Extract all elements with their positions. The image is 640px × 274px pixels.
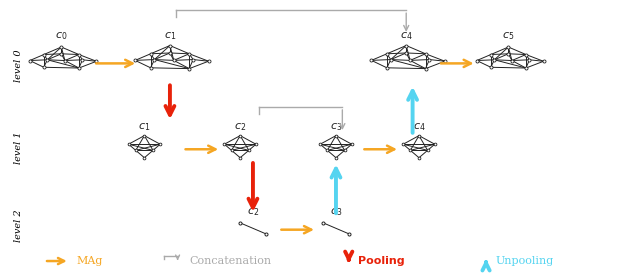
Text: $c_4$: $c_4$ [400, 31, 413, 42]
Text: Unpooling: Unpooling [495, 256, 554, 266]
Text: $c_1$: $c_1$ [138, 121, 150, 133]
Text: $c_2$: $c_2$ [234, 121, 246, 133]
Text: $c_3$: $c_3$ [330, 206, 342, 218]
Text: level 1: level 1 [14, 132, 23, 164]
Text: $c_2$: $c_2$ [247, 206, 259, 218]
Text: Pooling: Pooling [358, 256, 405, 266]
Text: level 0: level 0 [14, 50, 23, 82]
Text: MAg: MAg [76, 256, 102, 266]
Text: $c_3$: $c_3$ [330, 121, 342, 133]
Text: $c_4$: $c_4$ [413, 121, 426, 133]
Text: $c_5$: $c_5$ [502, 31, 515, 42]
Text: level 2: level 2 [14, 209, 23, 242]
Text: $c_0$: $c_0$ [55, 31, 68, 42]
Text: Concatenation: Concatenation [189, 256, 271, 266]
Text: $c_1$: $c_1$ [164, 31, 176, 42]
